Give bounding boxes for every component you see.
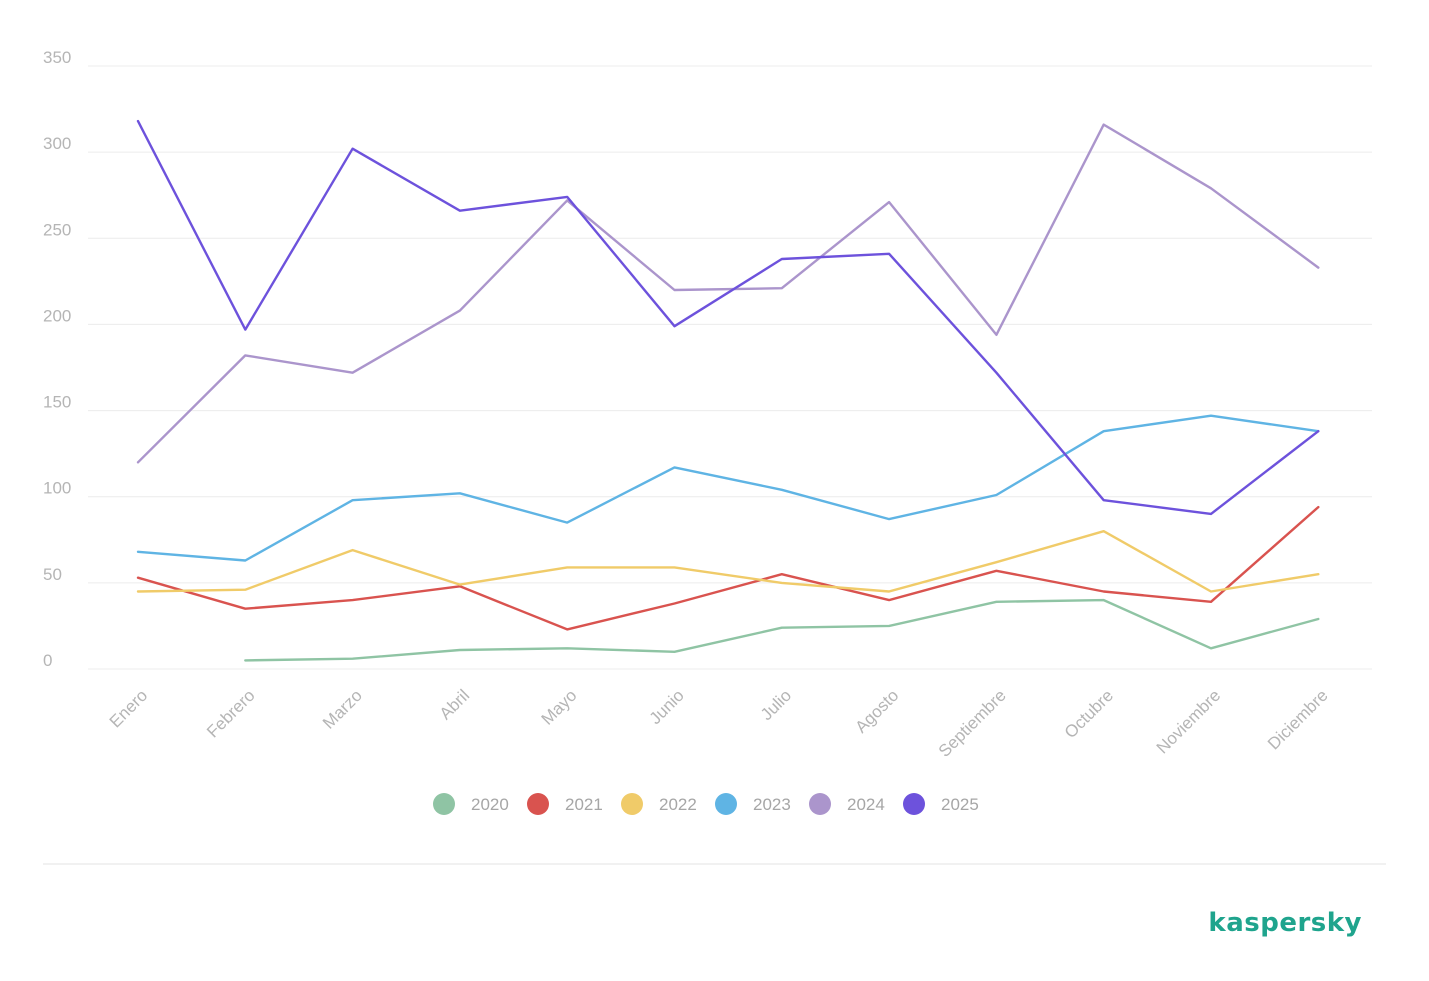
legend-label-2021: 2021: [565, 795, 603, 814]
legend-marker-2023: [715, 793, 737, 815]
series-line-2024: [136, 123, 1320, 464]
series-lines: [136, 119, 1320, 662]
y-tick-label: 250: [43, 220, 71, 239]
x-tick-label: Febrero: [203, 686, 259, 742]
legend-marker-2025: [903, 793, 925, 815]
legend-label-2020: 2020: [471, 795, 509, 814]
y-tick-label: 350: [43, 48, 71, 67]
x-tick-label: Marzo: [319, 686, 366, 733]
x-tick-label: Abril: [436, 686, 473, 723]
x-tick-label: Diciembre: [1264, 686, 1332, 754]
x-tick-label: Octubre: [1061, 686, 1117, 742]
legend-marker-2021: [527, 793, 549, 815]
y-tick-label: 50: [43, 565, 62, 584]
x-tick-label: Enero: [106, 686, 152, 732]
x-tick-label: Junio: [646, 686, 688, 728]
x-tick-label: Noviembre: [1153, 686, 1225, 758]
grid-lines: [88, 65, 1372, 670]
legend: 2020 2021 2022 2023 2024 2025: [433, 793, 979, 815]
legend-label-2022: 2022: [659, 795, 697, 814]
legend-marker-2022: [621, 793, 643, 815]
series-line-2021: [136, 505, 1320, 631]
y-tick-label: 300: [43, 134, 71, 153]
x-axis-labels: Enero Febrero Marzo Abril Mayo Junio Julio Agos…: [106, 686, 1332, 761]
x-tick-label: Agosto: [852, 686, 903, 737]
legend-label-2025: 2025: [941, 795, 979, 814]
series-line-2022: [136, 530, 1320, 593]
y-tick-label: 100: [43, 479, 71, 498]
y-tick-label: 150: [43, 393, 71, 412]
series-line-2020: [244, 598, 1320, 662]
series-line-2025: [136, 119, 1320, 516]
x-tick-label: Septiembre: [935, 686, 1010, 761]
legend-marker-2020: [433, 793, 455, 815]
series-line-2023: [136, 414, 1320, 562]
y-tick-label: 200: [43, 306, 71, 325]
y-tick-label: 0: [43, 651, 52, 670]
kaspersky-logo: kaspersky: [1208, 908, 1362, 938]
x-tick-label: Mayo: [538, 686, 581, 729]
x-tick-label: Julio: [757, 686, 795, 724]
y-axis-labels: 0 50 100 150 200 250 300 350: [43, 48, 71, 670]
legend-label-2024: 2024: [847, 795, 885, 814]
legend-label-2023: 2023: [753, 795, 791, 814]
legend-marker-2024: [809, 793, 831, 815]
